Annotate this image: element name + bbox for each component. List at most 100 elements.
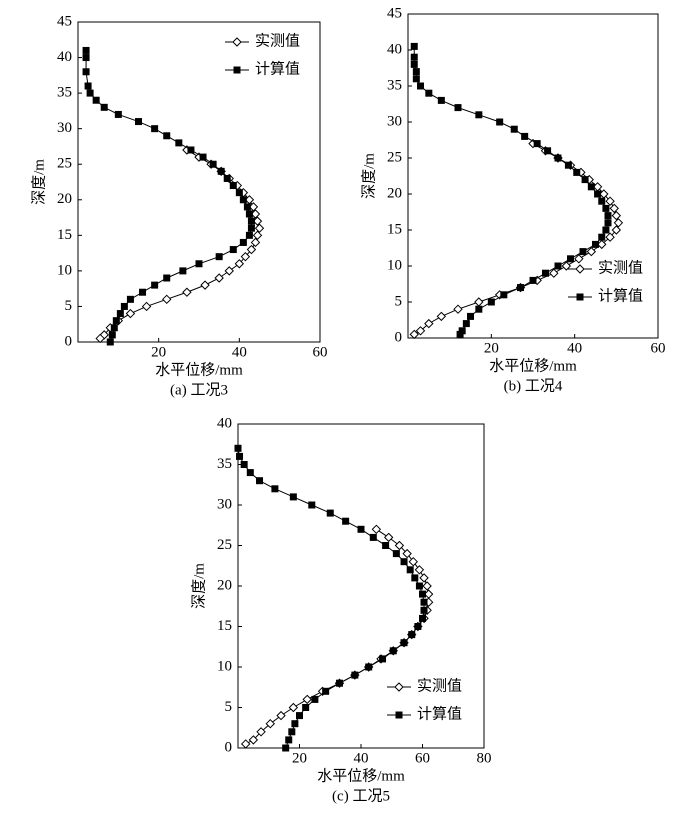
marker — [475, 111, 483, 119]
plot-frame — [407, 13, 659, 339]
plot-frame — [77, 21, 321, 343]
marker — [422, 581, 432, 591]
y-axis-label: 深度/m — [30, 159, 47, 205]
marker — [200, 280, 210, 290]
marker — [246, 244, 257, 255]
marker — [576, 293, 584, 301]
marker — [517, 284, 524, 292]
marker — [229, 182, 237, 190]
marker — [246, 469, 254, 477]
marker — [402, 548, 412, 559]
marker — [114, 110, 122, 118]
marker — [243, 203, 251, 211]
y-tick-label: 30 — [217, 496, 232, 512]
marker — [224, 266, 234, 276]
marker — [462, 320, 470, 328]
x-axis-label: 水平位移/mm — [489, 357, 577, 374]
legend-label: 实测值 — [598, 259, 643, 276]
caption: (c) 工况5 — [332, 787, 390, 804]
marker — [411, 574, 419, 582]
y-tick-label: 0 — [225, 739, 233, 755]
marker — [383, 532, 394, 543]
marker — [106, 338, 114, 346]
x-tick-label: 20 — [151, 344, 166, 360]
y-axis-label: 深度/m — [190, 563, 207, 609]
marker — [602, 226, 610, 234]
marker — [215, 253, 223, 261]
marker — [223, 174, 231, 182]
marker — [467, 312, 474, 320]
marker — [342, 517, 350, 525]
y-tick-label: 40 — [387, 41, 402, 57]
marker — [126, 295, 134, 303]
marker — [125, 308, 136, 319]
y-tick-label: 0 — [395, 329, 403, 345]
marker — [415, 582, 423, 590]
marker — [95, 333, 105, 344]
marker — [265, 718, 275, 729]
marker — [400, 558, 408, 566]
y-tick-label: 25 — [217, 537, 232, 553]
marker — [604, 212, 612, 220]
y-tick-label: 45 — [387, 5, 402, 21]
marker — [594, 190, 602, 198]
marker — [424, 318, 434, 329]
marker — [289, 493, 297, 501]
marker — [415, 326, 426, 336]
marker — [574, 254, 584, 264]
marker — [500, 291, 508, 299]
marker — [240, 251, 251, 262]
marker — [437, 96, 445, 104]
marker — [604, 219, 612, 227]
marker — [92, 96, 100, 104]
series-line — [99, 149, 261, 339]
marker — [579, 248, 587, 256]
marker — [276, 710, 286, 721]
x-axis-label: 水平位移/mm — [155, 361, 243, 378]
marker — [567, 255, 574, 263]
marker — [395, 711, 403, 719]
marker — [162, 294, 172, 305]
marker — [239, 196, 247, 204]
y-tick-label: 20 — [217, 577, 232, 593]
marker — [229, 246, 237, 254]
marker — [179, 267, 187, 275]
marker — [419, 573, 429, 583]
marker — [365, 663, 373, 671]
marker — [369, 533, 377, 541]
marker — [549, 268, 559, 278]
marker — [409, 329, 419, 340]
marker — [371, 524, 382, 535]
marker — [400, 639, 408, 647]
x-tick-label: 40 — [567, 340, 582, 356]
marker — [82, 54, 90, 62]
marker — [410, 42, 418, 50]
marker — [414, 623, 422, 630]
marker — [389, 647, 397, 655]
marker — [419, 590, 426, 598]
series-line — [414, 143, 619, 335]
y-tick-label: 5 — [225, 699, 233, 715]
marker — [86, 89, 94, 97]
marker — [598, 233, 606, 241]
marker — [394, 540, 405, 551]
marker — [420, 598, 428, 606]
marker — [474, 297, 484, 307]
marker — [254, 223, 265, 233]
y-axis-label: 深度/m — [360, 153, 377, 199]
marker — [496, 118, 504, 126]
y-tick-label: 40 — [57, 49, 72, 65]
marker — [234, 444, 242, 452]
y-tick-label: 25 — [57, 156, 72, 172]
marker — [252, 230, 263, 241]
marker — [458, 327, 466, 335]
marker — [232, 37, 242, 47]
marker — [417, 82, 424, 90]
marker — [453, 304, 463, 314]
x-axis-label: 水平位移/mm — [317, 767, 405, 784]
marker — [110, 324, 118, 332]
marker — [521, 132, 529, 140]
marker — [454, 104, 462, 112]
marker — [82, 46, 90, 54]
